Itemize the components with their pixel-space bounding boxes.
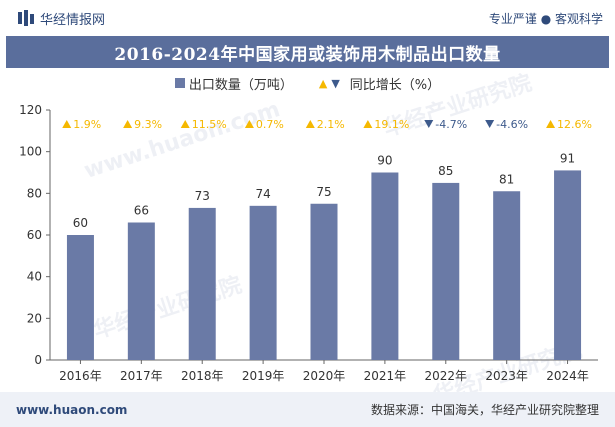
x-tick-label: 2021年 [364,369,407,383]
x-tick-label: 2024年 [546,369,589,383]
brand[interactable]: 华经情报网 [18,9,105,28]
growth-label: -4.7% [435,118,467,131]
bar-value-label: 85 [438,164,453,178]
bar-value-label: 81 [499,172,514,186]
triangle-up-icon: ▲ [318,76,328,90]
bar [493,191,521,360]
bar-chart: 0 20 40 60 80 100 120 60 2016年 1.9% 66 2017年 9.3% 73 2… [19,103,598,383]
y-tick-label: 40 [27,270,42,284]
footer-site-link[interactable]: www.huaon.com [16,402,128,417]
x-tick-label: 2022年 [425,369,468,383]
growth-label: 2.1% [317,118,345,131]
growth-label: 12.6% [557,118,592,131]
bar [310,203,338,360]
growth-label: 1.9% [73,118,101,131]
x-tick-label: 2019年 [242,369,285,383]
brand-logo-icon [18,10,34,26]
legend-label-growth: 同比增长（%） [349,77,441,93]
x-tick-label: 2023年 [485,369,528,383]
y-tick-label: 120 [19,103,42,117]
chart-title: 2016-2024年中国家用或装饰用木制品出口数量 [6,36,609,68]
tagline: 专业严谨 ● 客观科学 [488,11,603,26]
bar-value-label: 66 [134,204,149,218]
y-tick-label: 100 [19,145,42,159]
legend-item-export: 出口数量（万吨） [174,74,293,93]
growth-label: 9.3% [134,118,162,131]
bar-value-label: 75 [316,185,331,199]
bar-value-label: 73 [195,189,210,203]
top-bar: 华经情报网 专业严谨 ● 客观科学 [0,0,615,36]
chart-legend: 出口数量（万吨） ▲ ▼ 同比增长（%） [0,72,615,94]
y-tick-label: 20 [27,311,42,325]
bar [554,170,582,360]
growth-up-triangle-icon [244,120,254,128]
x-tick-label: 2016年 [59,369,102,383]
bar [127,222,155,360]
growth-up-triangle-icon [546,120,556,128]
y-tick-label: 80 [27,186,42,200]
triangle-down-icon: ▼ [331,76,340,90]
brand-name: 华经情报网 [40,12,106,28]
bar [66,235,94,360]
growth-label: -4.6% [496,118,528,131]
growth-label: 11.5% [192,118,227,131]
legend-swatch-bar [174,78,185,88]
y-tick-label: 60 [27,228,42,242]
bar [432,182,460,360]
growth-down-triangle-icon [424,120,434,128]
bar-value-label: 60 [73,216,88,230]
bar-value-label: 90 [377,154,392,168]
bar-value-label: 91 [560,151,575,165]
footer: www.huaon.com 数据来源：中国海关，华经产业研究院整理 [0,392,615,427]
growth-up-triangle-icon [62,120,72,128]
bar [188,207,216,360]
bar-value-label: 74 [255,187,270,201]
growth-label: 19.1% [374,118,409,131]
x-tick-label: 2020年 [303,369,346,383]
growth-label: 0.7% [256,118,284,131]
bar [249,205,277,360]
x-tick-label: 2018年 [181,369,224,383]
bar [371,172,399,360]
legend-item-growth: ▲ ▼ 同比增长（%） [319,74,440,93]
legend-label-export: 出口数量（万吨） [188,77,293,93]
y-tick-label: 0 [34,353,42,367]
footer-source: 数据来源：中国海关，华经产业研究院整理 [370,403,599,417]
growth-down-triangle-icon [485,120,495,128]
growth-up-triangle-icon [363,120,373,128]
growth-up-triangle-icon [123,120,133,128]
x-tick-label: 2017年 [120,369,163,383]
growth-up-triangle-icon [305,120,315,128]
growth-up-triangle-icon [180,120,190,128]
